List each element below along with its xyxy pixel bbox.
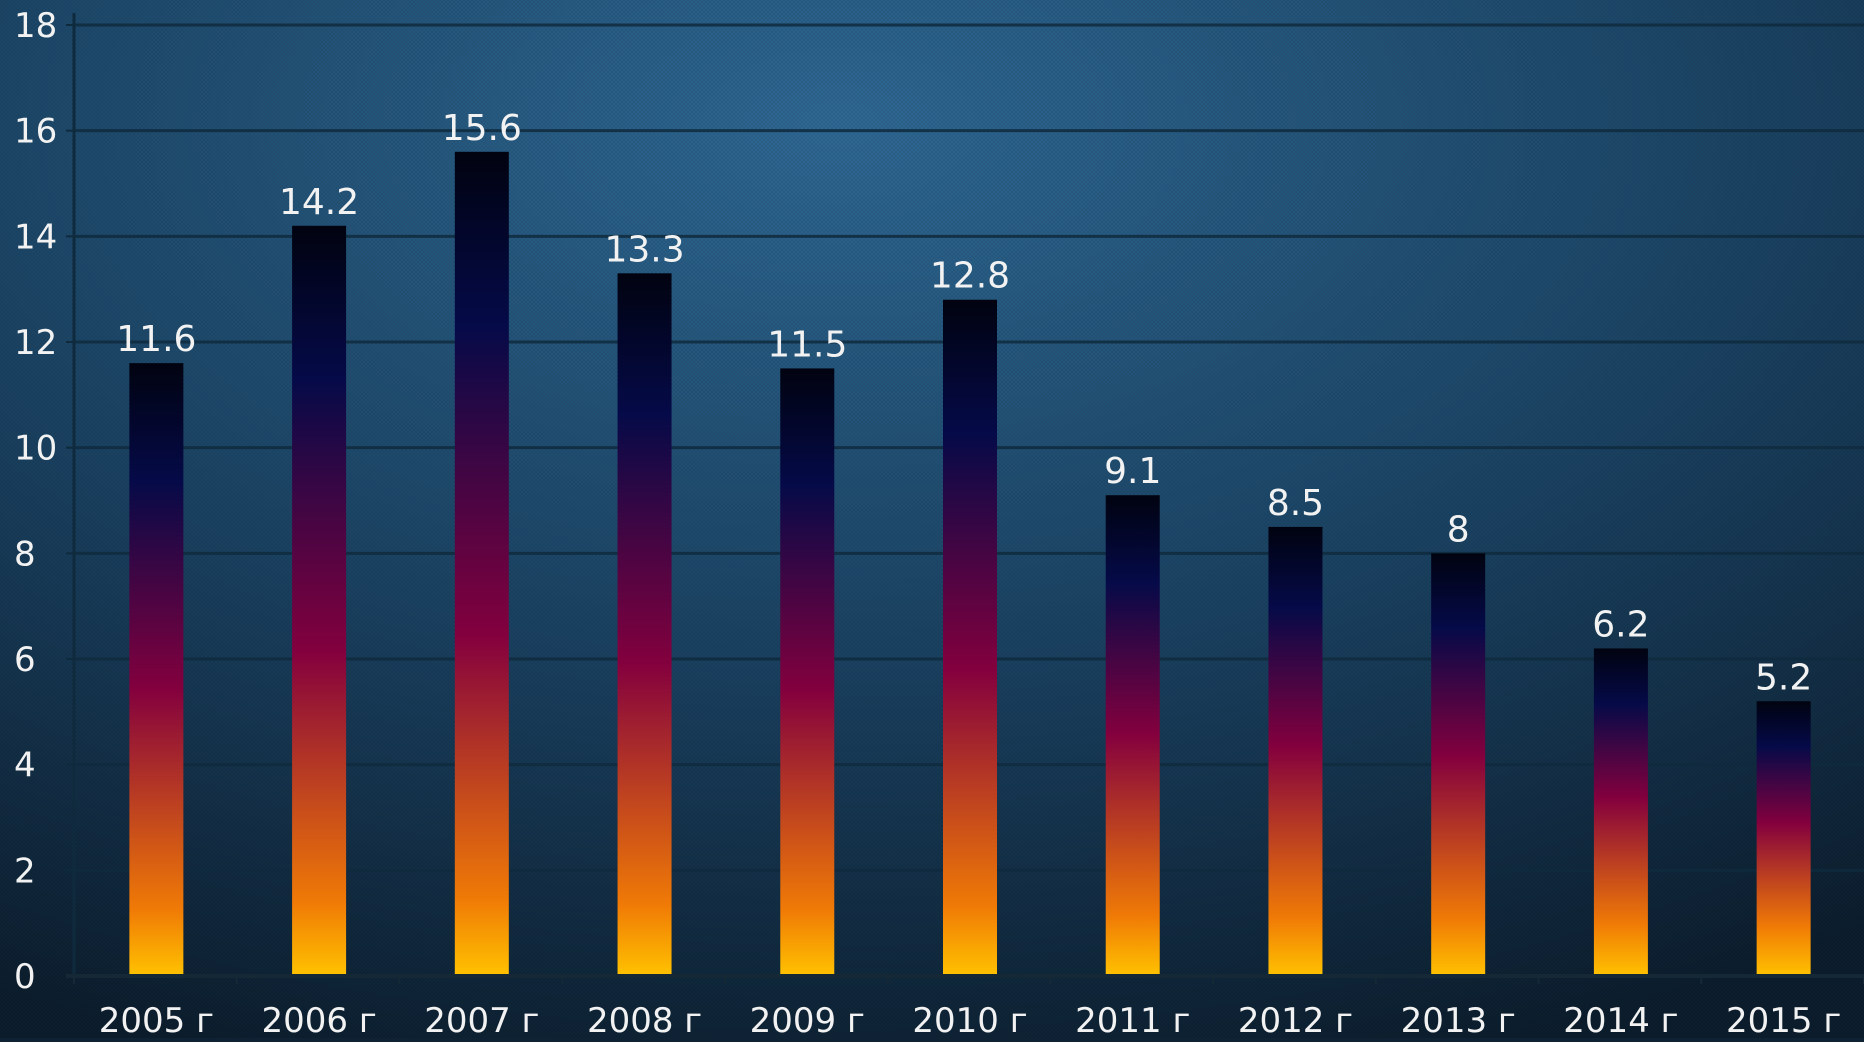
y-tick-label: 8 xyxy=(14,534,36,574)
bar-2013-г xyxy=(1431,553,1486,976)
y-tick-label: 0 xyxy=(14,957,36,997)
y-tick-label: 6 xyxy=(14,640,36,680)
data-label: 13.3 xyxy=(604,229,684,270)
x-tick-label: 2011 г xyxy=(1075,1001,1190,1038)
bar-2006-г xyxy=(292,225,347,976)
y-tick-label: 16 xyxy=(14,112,57,152)
y-tick-label: 2 xyxy=(14,851,36,891)
x-tick-label: 2012 г xyxy=(1238,1001,1353,1038)
x-tick-label: 2015 г xyxy=(1726,1001,1841,1038)
data-label: 6.2 xyxy=(1592,604,1649,645)
bar-2015-г xyxy=(1756,701,1811,976)
bar-2007-г xyxy=(454,151,509,977)
x-tick-label: 2006 г xyxy=(261,1001,376,1038)
bar-2011-г xyxy=(1105,495,1160,976)
data-label: 5.2 xyxy=(1755,657,1812,698)
y-tick-label: 4 xyxy=(14,746,36,786)
data-label: 14.2 xyxy=(279,182,359,223)
bar-2012-г xyxy=(1268,526,1323,976)
bar-2008-г xyxy=(617,273,672,977)
y-tick-label: 14 xyxy=(14,217,57,257)
data-label: 12.8 xyxy=(930,256,1010,297)
bars xyxy=(129,151,1811,977)
y-tick-label: 10 xyxy=(14,429,57,469)
data-label: 11.5 xyxy=(767,324,847,365)
x-tick-label: 2005 г xyxy=(99,1001,214,1038)
data-label: 8.5 xyxy=(1267,483,1324,524)
x-tick-label: 2007 г xyxy=(424,1001,539,1038)
axes: 0 2 4 6 8 10 12 14 16 18 2005 г 2006 г 2007 г 2008 г 2… xyxy=(14,6,1864,1041)
x-tick-label: 2008 г xyxy=(587,1001,702,1038)
data-label: 15.6 xyxy=(442,108,522,149)
data-labels: 11.6 14.2 15.6 13.3 11.5 12.8 9.1 8.5 8 6.2 5.2 xyxy=(116,108,1812,698)
y-tick-label: 18 xyxy=(14,6,57,46)
bar-2010-г xyxy=(943,299,997,976)
data-label: 8 xyxy=(1447,509,1470,550)
data-label: 11.6 xyxy=(116,319,196,360)
bar-2014-г xyxy=(1593,648,1648,976)
data-label: 9.1 xyxy=(1104,451,1161,492)
bar-2009-г xyxy=(780,368,835,977)
x-tick-label: 2009 г xyxy=(750,1001,865,1038)
bar-2005-г xyxy=(129,363,184,977)
x-tick-label: 2010 г xyxy=(912,1001,1027,1038)
x-tick-label: 2013 г xyxy=(1401,1001,1516,1038)
x-tick-label: 2014 г xyxy=(1563,1001,1678,1038)
y-tick-label: 12 xyxy=(14,323,57,363)
